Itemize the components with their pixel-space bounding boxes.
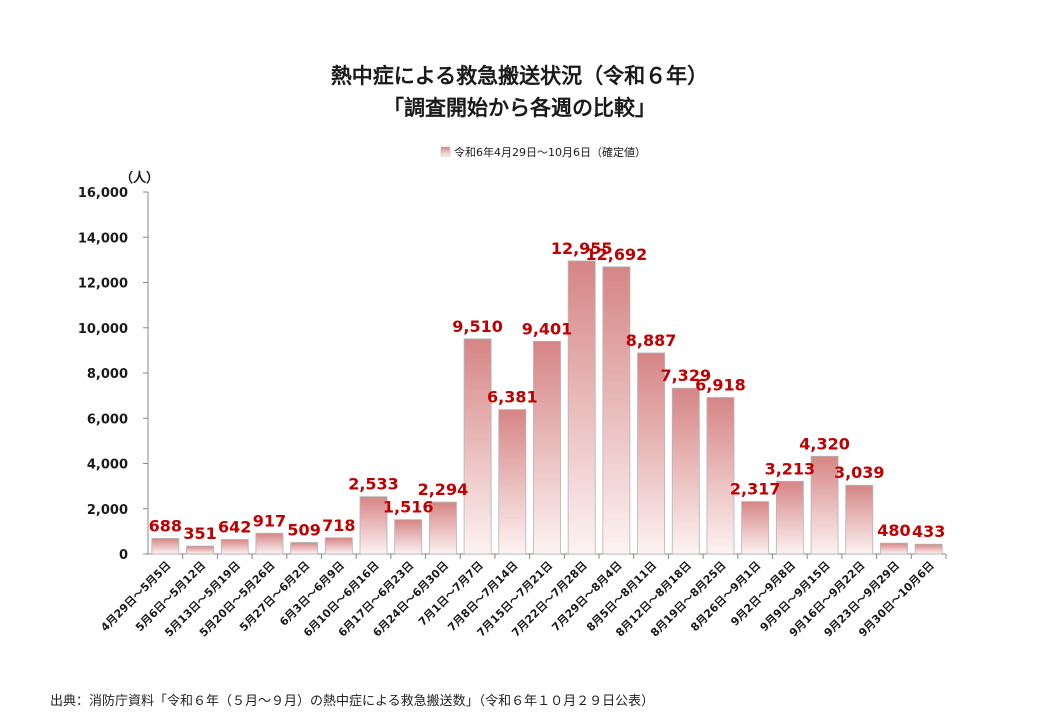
y-tick-label: 0 — [119, 548, 128, 563]
y-tick-label: 10,000 — [78, 322, 128, 337]
data-label: 433 — [912, 522, 945, 541]
data-label: 480 — [877, 521, 910, 540]
bar — [567, 260, 596, 555]
y-axis-unit: （人） — [120, 170, 159, 186]
data-label: 3,213 — [765, 459, 816, 478]
data-label: 917 — [253, 511, 286, 530]
bar — [463, 338, 492, 555]
data-label: 7,329 — [660, 366, 711, 385]
bar — [741, 501, 770, 555]
legend: 令和6年4月29日～10月6日（確定値） — [440, 145, 646, 159]
bar — [914, 543, 943, 555]
bar — [845, 484, 874, 555]
data-label: 509 — [287, 520, 320, 539]
data-label: 3,039 — [834, 463, 885, 482]
bar — [324, 537, 353, 555]
bar — [602, 266, 631, 555]
bar — [706, 397, 735, 555]
bar — [220, 539, 249, 555]
data-label: 4,320 — [799, 434, 850, 453]
data-label: 12,692 — [586, 245, 648, 264]
bar — [151, 538, 180, 555]
data-label: 9,401 — [522, 319, 573, 338]
y-tick-label: 14,000 — [78, 231, 128, 246]
bar — [394, 519, 423, 555]
bar — [359, 496, 388, 555]
bar — [775, 480, 804, 555]
y-tick-label: 16,000 — [78, 186, 128, 201]
data-label: 6,381 — [487, 388, 538, 407]
chart-title-line1: 熱中症による救急搬送状況（令和６年） — [330, 64, 709, 88]
bar — [255, 532, 284, 555]
data-label: 642 — [218, 517, 251, 536]
data-label: 718 — [322, 516, 355, 535]
bar — [186, 545, 214, 555]
bar — [671, 387, 700, 555]
data-label: 688 — [149, 516, 182, 535]
bar — [498, 409, 527, 555]
data-label: 351 — [183, 524, 216, 543]
chart-title-line2: 「調査開始から各週の比較」 — [383, 96, 656, 120]
y-axis: 0 2,000 4,000 6,000 8,000 10,000 12,000 14,000 1… — [78, 186, 946, 563]
bar — [810, 455, 839, 555]
legend-swatch — [440, 146, 451, 157]
data-label: 6,918 — [695, 375, 746, 394]
y-tick-label: 2,000 — [87, 503, 128, 518]
bar — [533, 340, 561, 555]
legend-label: 令和6年4月29日～10月6日（確定値） — [454, 145, 646, 159]
data-label: 8,887 — [626, 331, 677, 350]
data-label: 2,533 — [348, 475, 399, 494]
y-tick-label: 12,000 — [78, 277, 128, 292]
bar — [290, 542, 319, 555]
data-label: 9,510 — [452, 317, 503, 336]
bar — [428, 501, 457, 555]
y-tick-label: 8,000 — [87, 367, 128, 382]
bar — [637, 352, 666, 555]
source-note: 出典：消防庁資料「令和６年（５月～９月）の熱中症による救急搬送数」（令和６年１０… — [50, 694, 655, 709]
y-tick-label: 6,000 — [87, 412, 128, 427]
bars — [151, 260, 943, 555]
bar — [880, 542, 908, 555]
data-label: 1,516 — [383, 498, 434, 517]
data-label: 12,955 — [551, 239, 613, 258]
x-axis-labels: 4月29日～5月5日5月6日～5月12日5月13日～5月19日5月20日～5月2… — [98, 554, 947, 639]
data-label: 2,294 — [418, 480, 469, 499]
y-tick-label: 4,000 — [87, 458, 128, 473]
data-label: 2,317 — [730, 480, 781, 499]
